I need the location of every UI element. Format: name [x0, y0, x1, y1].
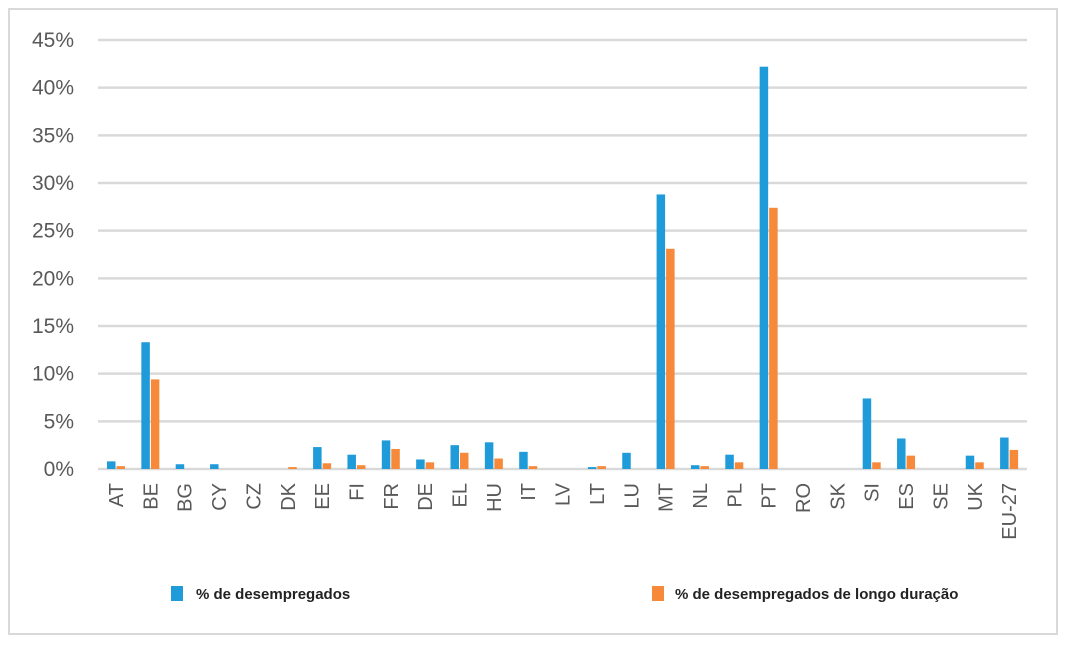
- bar-ee-series-1: [313, 447, 322, 469]
- bar-eu-27-series-2: [1009, 449, 1019, 469]
- bar-fr-series-1: [381, 440, 391, 469]
- bar-uk-series-2: [975, 462, 984, 469]
- bar-el-series-1: [450, 445, 459, 469]
- legend-swatch-series-1: [171, 586, 183, 601]
- y-tick-label: 45%: [32, 29, 74, 52]
- bar-at-series-1: [107, 461, 116, 469]
- bar-pt-series-1: [759, 66, 769, 469]
- x-tick-label: DE: [415, 483, 437, 511]
- x-tick-label: NL: [690, 483, 712, 509]
- y-tick-label: 25%: [32, 220, 74, 243]
- bar-el-series-2: [460, 452, 469, 469]
- x-tick-label: AT: [106, 483, 128, 507]
- x-tick-label: EL: [450, 483, 472, 507]
- y-tick-label: 35%: [32, 124, 74, 147]
- bar-it-series-2: [528, 466, 538, 469]
- y-tick-label: 10%: [32, 363, 74, 386]
- bar-es-series-2: [906, 455, 916, 469]
- bar-fi-series-1: [347, 454, 356, 469]
- bar-de-series-2: [425, 462, 435, 469]
- bar-lu-series-1: [622, 452, 631, 469]
- bar-nl-series-2: [700, 466, 709, 469]
- x-tick-label: SI: [862, 483, 884, 502]
- x-tick-label: HU: [484, 483, 506, 512]
- bar-hu-series-1: [484, 442, 494, 469]
- x-tick-label: PT: [759, 483, 781, 509]
- x-tick-label: BG: [175, 483, 197, 512]
- y-tick-label: 5%: [44, 410, 74, 433]
- chart-frame: [8, 8, 1058, 635]
- x-tick-label: DK: [278, 482, 300, 510]
- x-tick-label: ES: [896, 483, 918, 510]
- legend-label-series-1: % de desempregados: [196, 586, 350, 603]
- y-axis-ticks: 0% 5% 10% 15% 20% 25% 30% 35% 40% 45%: [32, 29, 74, 481]
- legend: % de desempregados % de desempregados de…: [171, 586, 958, 603]
- y-tick-label: 15%: [32, 315, 74, 338]
- x-tick-label: BE: [140, 483, 162, 510]
- legend-label-series-2: % de desempregados de longo duração: [675, 586, 958, 603]
- bar-lt-series-2: [597, 466, 606, 469]
- bar-nl-series-1: [690, 465, 700, 469]
- bar-pl-series-2: [734, 462, 744, 469]
- bar-dk-series-2: [288, 467, 297, 469]
- bar-it-series-1: [519, 451, 528, 469]
- bar-es-series-1: [897, 438, 906, 469]
- x-tick-label: PL: [724, 483, 746, 507]
- legend-swatch-series-2: [652, 586, 664, 601]
- bar-si-series-1: [862, 398, 872, 469]
- bars: [107, 66, 1019, 470]
- bar-cy-series-1: [210, 464, 219, 469]
- x-tick-label: SE: [930, 483, 952, 510]
- y-tick-label: 40%: [32, 77, 74, 100]
- y-tick-label: 20%: [32, 267, 74, 290]
- x-tick-label: EU-27: [999, 483, 1021, 540]
- y-tick-label: 0%: [44, 458, 74, 481]
- bar-ee-series-2: [322, 463, 332, 469]
- grid-lines: [98, 38, 1027, 471]
- x-tick-label: EE: [312, 483, 334, 510]
- bar-fr-series-2: [391, 448, 400, 469]
- bar-bg-series-1: [175, 464, 185, 469]
- bar-at-series-2: [116, 466, 125, 469]
- x-tick-label: LT: [587, 483, 609, 505]
- bar-si-series-2: [872, 462, 881, 469]
- bar-de-series-1: [416, 459, 425, 469]
- x-tick-label: IT: [518, 483, 540, 501]
- x-tick-label: LV: [553, 482, 575, 506]
- bar-be-series-2: [150, 379, 160, 469]
- x-tick-label: FR: [381, 483, 403, 510]
- bar-mt-series-2: [666, 248, 675, 469]
- x-tick-label: CZ: [243, 483, 265, 510]
- x-tick-label: FI: [346, 483, 368, 501]
- x-tick-label: UK: [965, 482, 987, 510]
- bar-uk-series-1: [965, 455, 975, 469]
- bar-hu-series-2: [494, 458, 503, 469]
- bar-fi-series-2: [356, 465, 366, 469]
- x-tick-label: CY: [209, 483, 231, 511]
- bar-lt-series-1: [587, 467, 597, 469]
- bar-be-series-1: [141, 342, 150, 469]
- y-tick-label: 30%: [32, 172, 74, 195]
- x-tick-label: RO: [793, 483, 815, 513]
- x-tick-label: MT: [656, 483, 678, 512]
- x-tick-label: SK: [827, 482, 849, 509]
- bar-pt-series-2: [769, 207, 778, 470]
- bar-pl-series-1: [725, 454, 734, 469]
- bar-eu-27-series-1: [1000, 437, 1009, 469]
- x-tick-label: LU: [621, 483, 643, 509]
- bar-mt-series-1: [656, 194, 666, 469]
- x-axis-ticks: AT BE BG CY CZ DK EE FI FR DE EL HU IT LV LT LU MT NL PL PT…: [106, 482, 1021, 539]
